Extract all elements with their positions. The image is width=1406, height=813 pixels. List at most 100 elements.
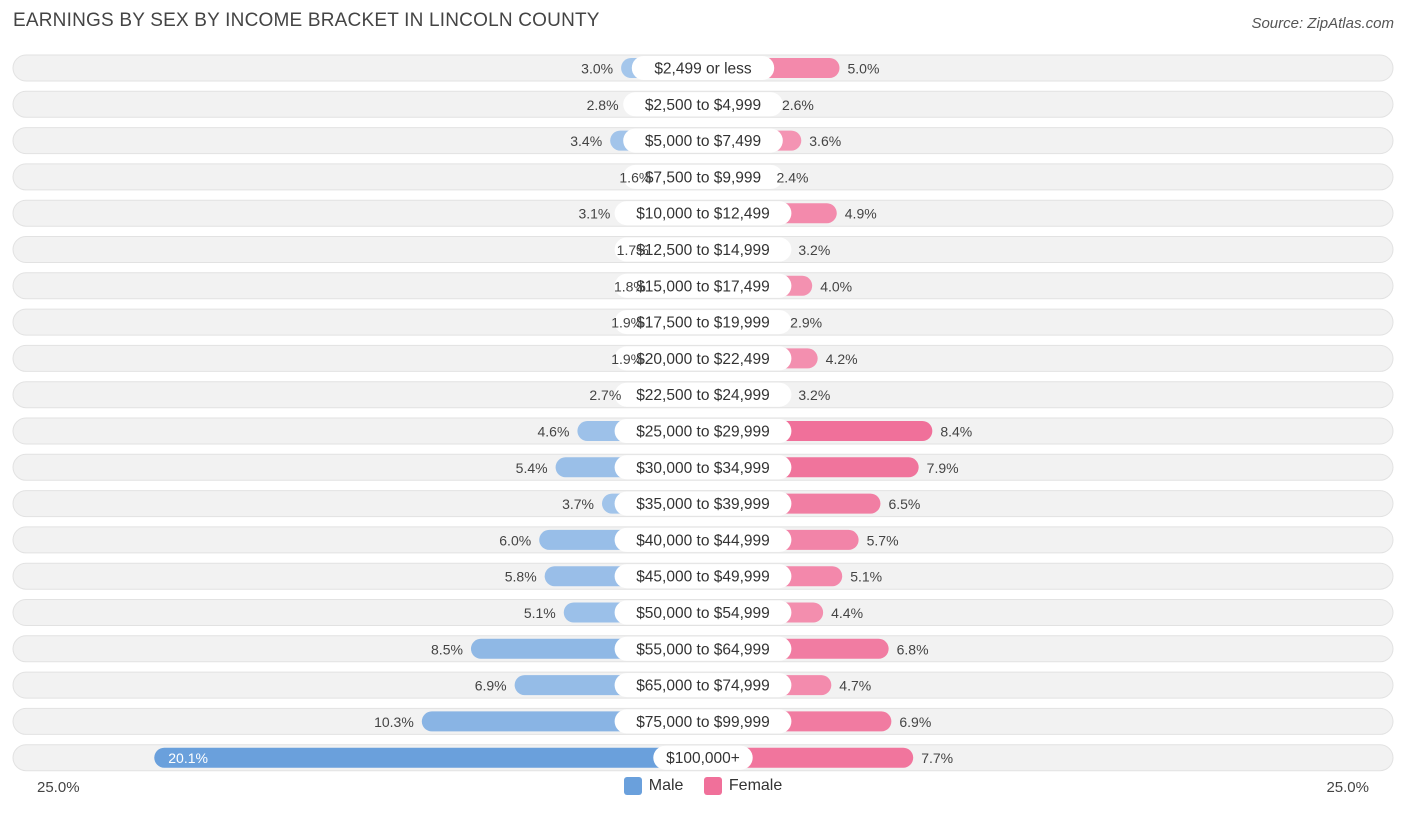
category-label-background [614, 201, 792, 226]
legend-item-male[interactable]: Male [623, 777, 684, 795]
female-value-label: 7.7% [921, 750, 953, 766]
female-value-label: 6.9% [899, 714, 931, 730]
male-value-label: 4.6% [537, 424, 569, 440]
male-bar [154, 747, 713, 768]
male-value-label: 3.0% [581, 61, 613, 77]
category-label: $22,500 to $24,999 [636, 387, 770, 404]
chart-row: $10,000 to $12,499 3.1% 4.9% [12, 199, 1394, 227]
male-value-label: 1.9% [611, 351, 643, 367]
category-label-background [614, 564, 792, 589]
category-label-background [623, 92, 783, 117]
category-label: $5,000 to $7,499 [645, 133, 761, 150]
category-label: $50,000 to $54,999 [636, 605, 770, 622]
chart-row: $50,000 to $54,999 5.1% 4.4% [12, 599, 1394, 626]
female-value-label: 6.8% [897, 641, 929, 657]
female-value-label: 4.0% [820, 278, 852, 294]
category-label: $75,000 to $99,999 [636, 714, 770, 731]
female-value-label: 2.6% [782, 97, 814, 113]
female-value-label: 3.2% [798, 242, 830, 258]
male-value-label: 10.3% [374, 714, 414, 730]
female-value-label: 5.1% [850, 569, 882, 585]
category-label: $7,500 to $9,999 [645, 169, 761, 186]
legend-swatch-male [623, 777, 642, 795]
female-value-label: 8.4% [940, 424, 972, 440]
legend-label-female: Female [728, 777, 783, 794]
female-value-label: 2.4% [777, 169, 809, 185]
category-label: $2,499 or less [654, 61, 752, 78]
category-label-background [614, 527, 792, 552]
category-label: $100,000+ [666, 750, 740, 767]
category-label-background [623, 164, 783, 189]
chart-row: $2,500 to $4,999 2.8% 2.6% [12, 90, 1394, 118]
male-value-label: 1.6% [619, 169, 651, 185]
female-value-label: 4.4% [831, 605, 863, 621]
male-value-label: 3.4% [570, 133, 602, 149]
category-label: $2,500 to $4,999 [645, 97, 761, 114]
female-value-label: 2.9% [790, 315, 822, 331]
male-value-label: 8.5% [431, 641, 463, 657]
category-label: $12,500 to $14,999 [636, 242, 770, 259]
chart-row: $75,000 to $99,999 10.3% 6.9% [12, 707, 1394, 735]
category-label-background [614, 709, 792, 734]
female-value-label: 5.7% [867, 532, 899, 548]
female-value-label: 5.0% [848, 61, 880, 77]
male-value-label: 5.8% [505, 569, 537, 585]
category-label: $25,000 to $29,999 [636, 424, 770, 441]
male-value-label: 5.1% [524, 605, 556, 621]
category-label: $10,000 to $12,499 [636, 206, 770, 223]
category-label: $17,500 to $19,999 [636, 315, 770, 332]
chart-row: $55,000 to $64,999 8.5% 6.8% [12, 635, 1394, 663]
axis-right-label: 25.0% [1326, 779, 1369, 796]
chart-row: $35,000 to $39,999 3.7% 6.5% [12, 490, 1394, 518]
legend-label-male: Male [648, 777, 684, 794]
chart-row: $65,000 to $74,999 6.9% 4.7% [12, 671, 1394, 699]
category-label: $40,000 to $44,999 [636, 532, 770, 549]
chart-row: $100,000+ 20.1% 7.7% [12, 744, 1394, 772]
category-label-background [631, 56, 775, 80]
category-label-background [614, 310, 792, 335]
legend-swatch-female [703, 777, 722, 795]
male-value-label: 6.9% [475, 678, 507, 694]
category-label: $30,000 to $34,999 [636, 460, 770, 477]
male-value-label: 3.1% [578, 206, 610, 222]
male-value-label: 1.8% [614, 278, 646, 294]
chart-title: EARNINGS BY SEX BY INCOME BRACKET IN LIN… [13, 10, 600, 31]
category-label: $65,000 to $74,999 [636, 678, 770, 695]
chart-row: $30,000 to $34,999 5.4% 7.9% [12, 453, 1394, 481]
category-label: $45,000 to $49,999 [636, 569, 770, 586]
category-label-background [623, 128, 783, 153]
axis-left-label: 25.0% [37, 779, 80, 796]
category-label-background [614, 455, 792, 480]
category-label-background [614, 419, 792, 443]
source-credit: Source: ZipAtlas.com [1251, 15, 1394, 32]
female-value-label: 6.5% [888, 496, 920, 512]
category-label-background [653, 745, 753, 770]
male-value-label: 2.7% [589, 387, 621, 403]
category-label-background [614, 346, 792, 371]
male-value-label: 2.8% [587, 97, 619, 113]
category-label-background [614, 673, 792, 698]
chart-row: $45,000 to $49,999 5.8% 5.1% [12, 562, 1394, 590]
chart-row: $40,000 to $44,999 6.0% 5.7% [12, 526, 1394, 554]
category-label: $20,000 to $22,499 [636, 351, 770, 368]
chart-row: $22,500 to $24,999 2.7% 3.2% [12, 381, 1394, 409]
legend-item-female[interactable]: Female [703, 777, 783, 795]
female-value-label: 4.2% [826, 351, 858, 367]
category-label-background [614, 600, 792, 625]
male-value-label: 1.7% [617, 242, 649, 258]
category-label: $35,000 to $39,999 [636, 496, 770, 513]
category-label-background [614, 382, 792, 407]
female-value-label: 4.7% [839, 678, 871, 694]
male-value-label: 1.9% [611, 315, 643, 331]
category-label: $55,000 to $64,999 [636, 641, 770, 658]
category-label: $15,000 to $17,499 [636, 278, 770, 295]
legend: Male Female [0, 777, 1406, 800]
male-value-label: 20.1% [168, 750, 208, 766]
female-value-label: 4.9% [845, 206, 877, 222]
